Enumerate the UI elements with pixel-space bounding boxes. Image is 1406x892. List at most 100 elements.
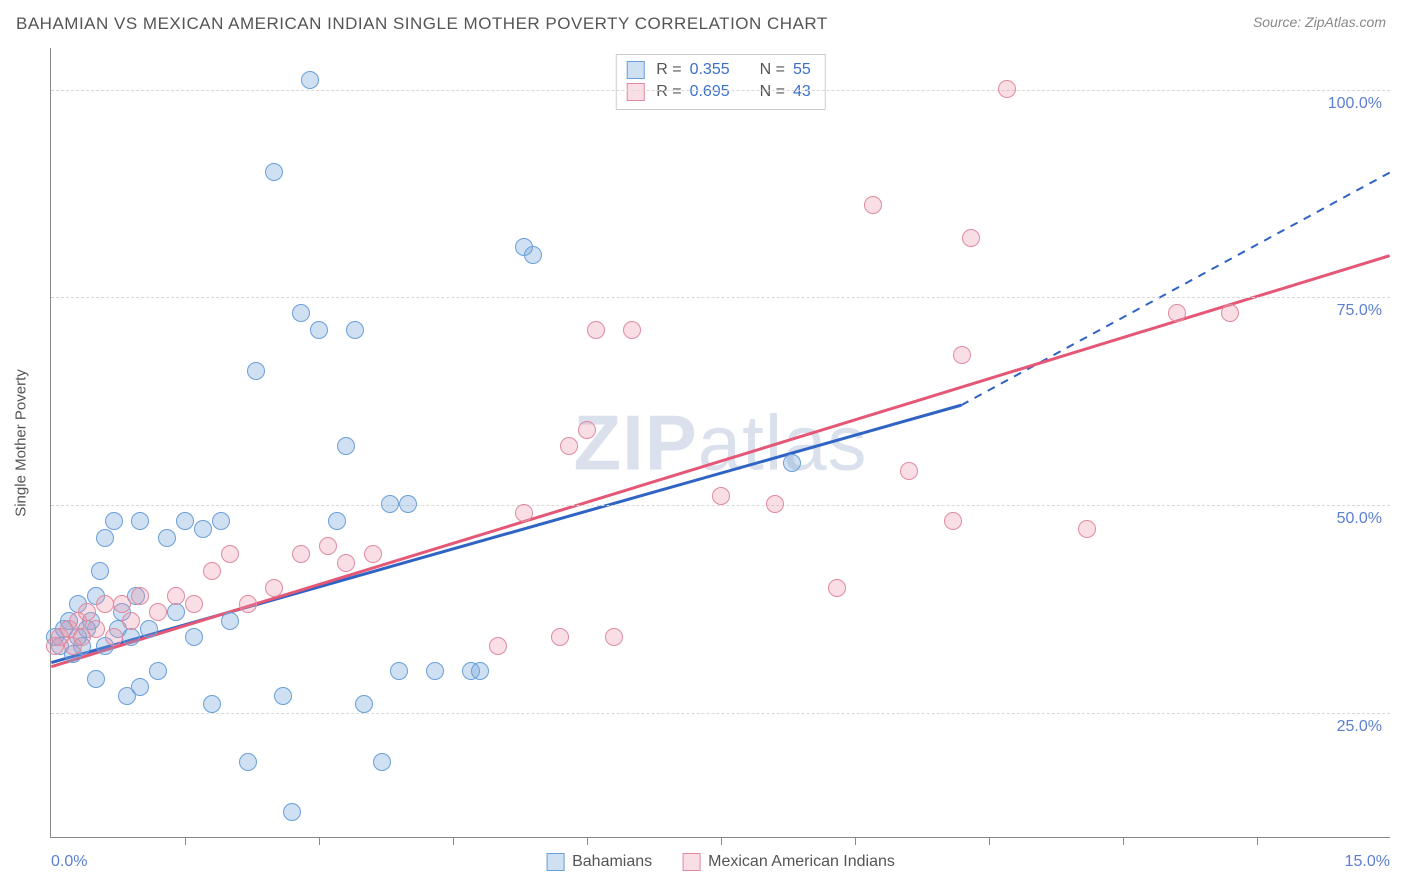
scatter-point: [560, 437, 578, 455]
r-value: 0.355: [690, 61, 730, 79]
y-tick-label: 100.0%: [1328, 95, 1382, 113]
n-value: 43: [793, 83, 811, 101]
scatter-point: [265, 163, 283, 181]
regression-lines: [51, 48, 1390, 837]
scatter-point: [319, 537, 337, 555]
scatter-point: [864, 196, 882, 214]
scatter-point: [221, 545, 239, 563]
scatter-point: [185, 595, 203, 613]
scatter-point: [426, 662, 444, 680]
scatter-point: [364, 545, 382, 563]
scatter-point: [105, 512, 123, 530]
regression-line-extrapolation: [961, 173, 1389, 406]
x-tick: [587, 837, 588, 845]
scatter-point: [194, 520, 212, 538]
scatter-point: [712, 487, 730, 505]
scatter-point: [78, 603, 96, 621]
scatter-point: [1168, 304, 1186, 322]
scatter-point: [167, 587, 185, 605]
scatter-point: [185, 628, 203, 646]
legend-item: Mexican American Indians: [682, 853, 895, 871]
scatter-point: [962, 229, 980, 247]
r-label: R =: [656, 83, 681, 101]
n-label: N =: [760, 61, 785, 79]
x-tick: [721, 837, 722, 845]
scatter-point: [176, 512, 194, 530]
scatter-point: [221, 612, 239, 630]
scatter-point: [265, 579, 283, 597]
scatter-point: [578, 421, 596, 439]
scatter-point: [399, 495, 417, 513]
scatter-point: [105, 628, 123, 646]
scatter-point: [346, 321, 364, 339]
scatter-point: [605, 628, 623, 646]
scatter-point: [998, 80, 1016, 98]
y-tick-label: 50.0%: [1337, 510, 1382, 528]
stats-box: R = 0.355 N = 55 R = 0.695 N = 43: [615, 54, 826, 110]
scatter-point: [587, 321, 605, 339]
scatter-point: [489, 637, 507, 655]
x-axis-min-label: 0.0%: [51, 853, 87, 871]
scatter-point: [551, 628, 569, 646]
scatter-point: [96, 595, 114, 613]
scatter-point: [292, 545, 310, 563]
scatter-point: [87, 620, 105, 638]
scatter-point: [900, 462, 918, 480]
scatter-point: [96, 529, 114, 547]
scatter-point: [239, 753, 257, 771]
legend-swatch: [682, 853, 700, 871]
n-value: 55: [793, 61, 811, 79]
scatter-point: [158, 529, 176, 547]
x-tick: [453, 837, 454, 845]
scatter-point: [944, 512, 962, 530]
legend-item: Bahamians: [546, 853, 652, 871]
scatter-point: [203, 562, 221, 580]
scatter-point: [140, 620, 158, 638]
gridline: [51, 297, 1390, 298]
scatter-point: [167, 603, 185, 621]
scatter-point: [515, 504, 533, 522]
series-swatch: [626, 61, 644, 79]
gridline: [51, 90, 1390, 91]
legend: Bahamians Mexican American Indians: [546, 853, 895, 871]
scatter-point: [1221, 304, 1239, 322]
legend-label: Bahamians: [572, 853, 652, 871]
chart-container: BAHAMIAN VS MEXICAN AMERICAN INDIAN SING…: [0, 0, 1406, 892]
scatter-point: [131, 512, 149, 530]
scatter-point: [149, 603, 167, 621]
plot-area: ZIPatlas Single Mother Poverty R =0.355N…: [50, 48, 1390, 838]
scatter-point: [783, 454, 801, 472]
scatter-point: [328, 512, 346, 530]
scatter-point: [122, 612, 140, 630]
scatter-point: [1078, 520, 1096, 538]
legend-label: Mexican American Indians: [708, 853, 895, 871]
scatter-point: [953, 346, 971, 364]
r-label: R =: [656, 61, 681, 79]
scatter-point: [390, 662, 408, 680]
scatter-point: [310, 321, 328, 339]
legend-swatch: [546, 853, 564, 871]
x-tick: [319, 837, 320, 845]
x-axis-max-label: 15.0%: [1345, 853, 1390, 871]
scatter-point: [283, 803, 301, 821]
scatter-point: [131, 587, 149, 605]
scatter-point: [301, 71, 319, 89]
n-label: N =: [760, 83, 785, 101]
scatter-point: [122, 628, 140, 646]
scatter-point: [247, 362, 265, 380]
x-tick: [989, 837, 990, 845]
series-swatch: [626, 83, 644, 101]
scatter-point: [87, 670, 105, 688]
scatter-point: [373, 753, 391, 771]
scatter-point: [149, 662, 167, 680]
scatter-point: [524, 246, 542, 264]
scatter-point: [766, 495, 784, 513]
scatter-point: [355, 695, 373, 713]
gridline: [51, 505, 1390, 506]
stats-row: R = 0.355 N = 55: [626, 59, 811, 81]
scatter-point: [337, 554, 355, 572]
scatter-point: [274, 687, 292, 705]
scatter-point: [212, 512, 230, 530]
x-tick: [855, 837, 856, 845]
r-value: 0.695: [690, 83, 730, 101]
